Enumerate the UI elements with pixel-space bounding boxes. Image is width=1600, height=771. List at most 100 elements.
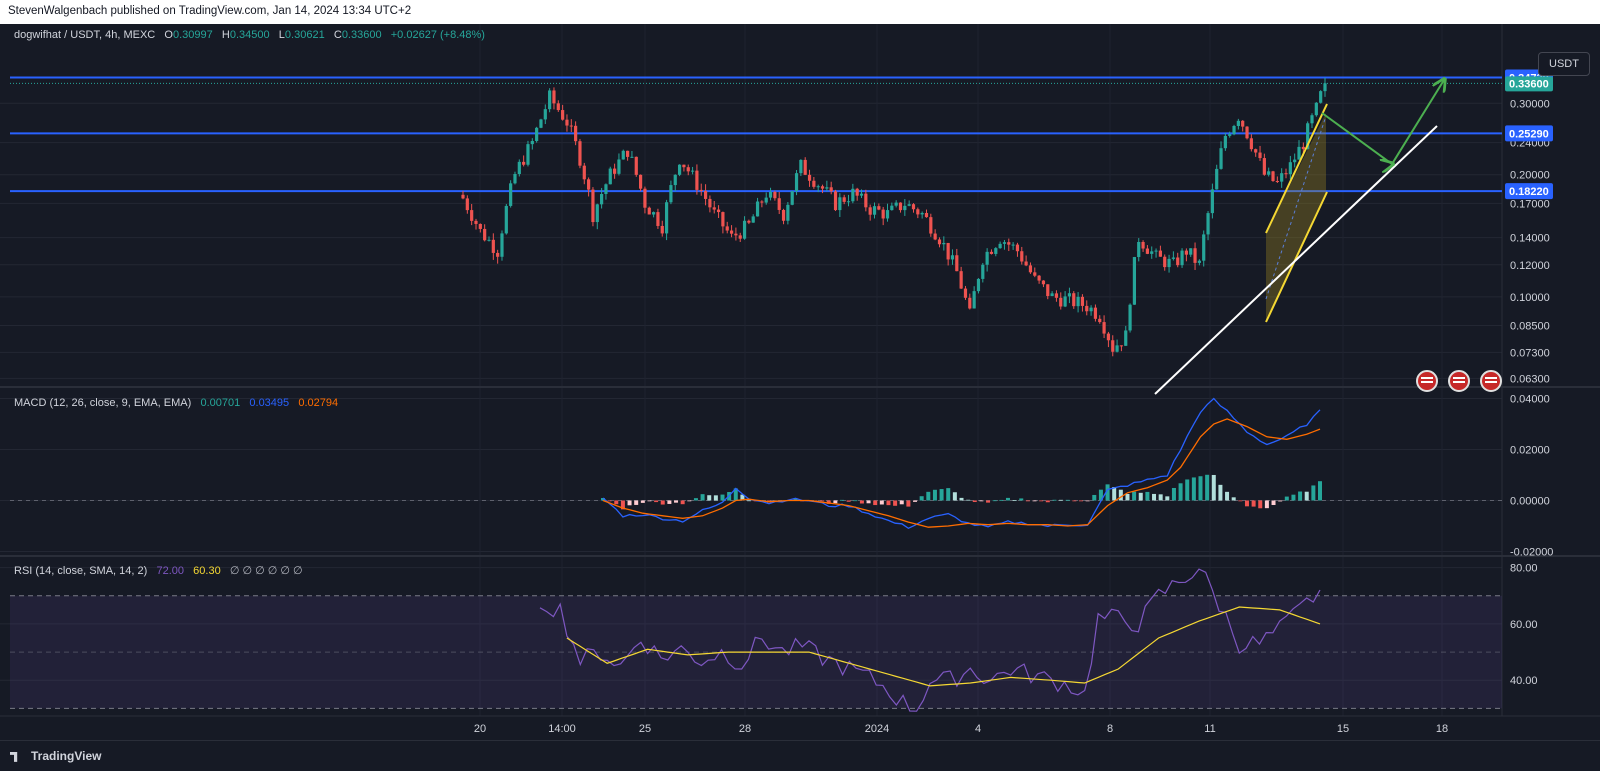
macd-histogram-bar xyxy=(946,488,951,501)
candle-body xyxy=(1180,250,1184,266)
symbol-name[interactable]: dogwifhat / USDT, 4h, MEXC xyxy=(14,29,156,41)
candle-body xyxy=(1262,158,1266,175)
time-axis[interactable]: 20 14:00 25 28 2024 4 8 11 15 18 xyxy=(474,723,1448,735)
ascending-support-line[interactable] xyxy=(1154,125,1438,395)
rsi-extra-values: ∅ ∅ ∅ ∅ ∅ ∅ xyxy=(229,565,303,577)
us-flag-event-icon[interactable] xyxy=(1416,370,1438,392)
level-price-tag xyxy=(1505,183,1553,200)
candle-body xyxy=(509,183,513,206)
channel-upper-line[interactable] xyxy=(1265,103,1328,234)
macd-histogram-bar xyxy=(840,499,844,501)
candle-body xyxy=(1145,248,1150,254)
candle-body xyxy=(699,189,703,191)
candle-body xyxy=(738,235,742,239)
macd-histogram-bar xyxy=(1165,496,1170,501)
macd-histogram-bar xyxy=(1072,500,1077,502)
candle-body xyxy=(1141,241,1145,249)
time-tick-label: 8 xyxy=(1107,723,1113,735)
candle-body xyxy=(543,109,547,120)
macd-histogram-bar xyxy=(1211,474,1216,501)
candle-body xyxy=(907,204,911,206)
macd-histogram-bar xyxy=(733,488,738,501)
macd-histogram-bar xyxy=(1291,494,1296,501)
candle-body xyxy=(474,220,478,224)
chart-canvas[interactable]: 0.300000.240000.200000.170000.140000.120… xyxy=(0,24,1600,740)
candle-body xyxy=(963,288,968,298)
currency-button[interactable]: USDT xyxy=(1538,52,1590,76)
signal-line-value: 0.02794 xyxy=(298,397,339,409)
channel-fill[interactable] xyxy=(1266,113,1326,322)
macd-histogram-bar xyxy=(1005,497,1010,501)
tradingview-logo[interactable]: TradingView xyxy=(10,749,101,763)
candle-body xyxy=(1171,257,1175,259)
candle-body xyxy=(1020,251,1024,262)
time-tick-label: 11 xyxy=(1204,723,1215,735)
candle-body xyxy=(491,239,495,253)
candle-body xyxy=(812,180,816,187)
time-tick-label: 14:00 xyxy=(548,723,576,735)
macd-histogram-bar xyxy=(601,498,605,501)
candle-body xyxy=(535,127,539,141)
macd-histogram-bar xyxy=(1065,499,1070,501)
candle-body xyxy=(851,188,855,202)
candle-body xyxy=(1063,296,1067,307)
candle-body xyxy=(483,228,487,241)
candle-body xyxy=(799,159,803,174)
candle-body xyxy=(1254,149,1258,153)
candle-body xyxy=(1210,189,1214,214)
rsi-name[interactable]: RSI (14, close, SMA, 14, 2) xyxy=(14,565,148,577)
candle-body xyxy=(1319,91,1323,103)
candle-body xyxy=(890,205,894,211)
macd-histogram-bar xyxy=(1264,500,1269,509)
channel-lower-line[interactable] xyxy=(1265,191,1328,323)
candle-body xyxy=(751,216,755,223)
candle-body xyxy=(638,174,643,189)
candle-body xyxy=(1050,293,1054,297)
candle-body xyxy=(933,233,937,240)
candle-body xyxy=(764,197,768,203)
candle-body xyxy=(1059,297,1063,307)
candle-body xyxy=(552,90,556,104)
macd-legend[interactable]: MACD (12, 26, close, 9, EMA, EMA) 0.0070… xyxy=(14,397,338,409)
macd-histogram-bar xyxy=(1085,500,1090,502)
projected-path-arrow[interactable] xyxy=(1321,80,1444,164)
candle-body xyxy=(881,209,885,219)
rsi-legend[interactable]: RSI (14, close, SMA, 14, 2) 72.00 60.30 … xyxy=(14,564,303,577)
macd-histogram-bar xyxy=(1284,496,1289,501)
macd-name[interactable]: MACD (12, 26, close, 9, EMA, EMA) xyxy=(14,397,192,409)
rsi-axis[interactable]: 80.00 60.00 40.00 xyxy=(1510,563,1538,688)
macd-axis[interactable]: 0.04000 0.02000 0.00000 -0.02000 xyxy=(1510,394,1553,559)
candle-body xyxy=(1163,256,1167,268)
candle-body xyxy=(647,207,651,215)
candle-body xyxy=(517,161,521,175)
candle-body xyxy=(673,174,677,186)
macd-histogram-bar xyxy=(853,500,858,502)
candle-body xyxy=(807,174,812,181)
us-flag-event-icon[interactable] xyxy=(1480,370,1502,392)
time-tick-label: 2024 xyxy=(865,723,889,735)
candle-body xyxy=(794,173,799,192)
candle-body xyxy=(669,185,673,203)
candle-body xyxy=(608,168,612,185)
macd-histogram-bar xyxy=(1132,491,1137,501)
candle-body xyxy=(1076,296,1080,307)
candle-body xyxy=(1288,162,1292,175)
candle-body xyxy=(1271,171,1275,181)
channel-midline[interactable] xyxy=(1265,115,1327,300)
candle-body xyxy=(877,206,881,210)
us-flag-event-icon[interactable] xyxy=(1448,370,1470,392)
candle-body xyxy=(1314,102,1318,116)
macd-histogram-bar xyxy=(1185,479,1190,501)
symbol-legend[interactable]: dogwifhat / USDT, 4h, MEXC O0.30997 H0.3… xyxy=(14,29,485,41)
rsi-sma-value: 60.30 xyxy=(193,565,221,577)
candle-body xyxy=(729,230,734,234)
macd-histogram-bar xyxy=(859,500,864,504)
candle-body xyxy=(1089,307,1093,312)
candle-body xyxy=(929,217,933,234)
candle-body xyxy=(855,188,859,196)
macd-histogram-bar xyxy=(667,500,672,504)
macd-histogram-bar xyxy=(833,500,838,504)
chart-area[interactable]: 0.30000 0.24000 0.20000 0.17000 0.14000 0.120… xyxy=(0,24,1600,740)
candle-body xyxy=(487,239,491,241)
macd-histogram-bar xyxy=(1105,484,1110,501)
